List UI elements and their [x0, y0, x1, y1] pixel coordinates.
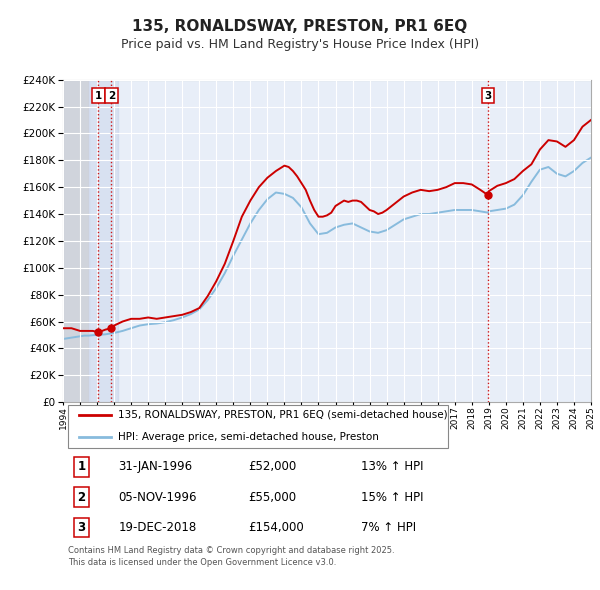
Text: 1: 1: [77, 460, 86, 473]
Text: 05-NOV-1996: 05-NOV-1996: [118, 491, 197, 504]
Text: 31-JAN-1996: 31-JAN-1996: [118, 460, 193, 473]
FancyBboxPatch shape: [68, 405, 448, 448]
Text: £52,000: £52,000: [248, 460, 296, 473]
Text: 2: 2: [77, 491, 86, 504]
Text: 15% ↑ HPI: 15% ↑ HPI: [361, 491, 424, 504]
Text: Price paid vs. HM Land Registry's House Price Index (HPI): Price paid vs. HM Land Registry's House …: [121, 38, 479, 51]
Text: 2: 2: [108, 91, 115, 101]
Text: £55,000: £55,000: [248, 491, 296, 504]
Text: 13% ↑ HPI: 13% ↑ HPI: [361, 460, 424, 473]
Text: 19-DEC-2018: 19-DEC-2018: [118, 521, 197, 534]
Text: 135, RONALDSWAY, PRESTON, PR1 6EQ (semi-detached house): 135, RONALDSWAY, PRESTON, PR1 6EQ (semi-…: [118, 410, 448, 420]
Text: HPI: Average price, semi-detached house, Preston: HPI: Average price, semi-detached house,…: [118, 432, 379, 442]
Text: 3: 3: [77, 521, 86, 534]
Text: 135, RONALDSWAY, PRESTON, PR1 6EQ: 135, RONALDSWAY, PRESTON, PR1 6EQ: [133, 19, 467, 34]
Text: Contains HM Land Registry data © Crown copyright and database right 2025.
This d: Contains HM Land Registry data © Crown c…: [68, 546, 395, 567]
Text: 7% ↑ HPI: 7% ↑ HPI: [361, 521, 416, 534]
Text: £154,000: £154,000: [248, 521, 304, 534]
Bar: [89, 80, 118, 402]
Bar: [63, 80, 89, 402]
Text: 3: 3: [485, 91, 492, 101]
Text: 1: 1: [95, 91, 102, 101]
